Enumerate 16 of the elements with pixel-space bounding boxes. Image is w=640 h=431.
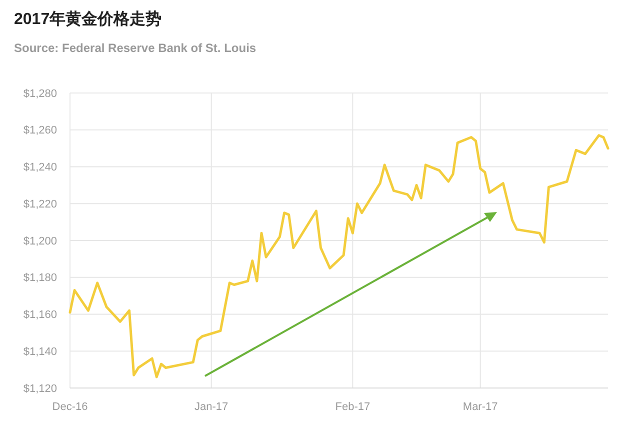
y-tick-label: $1,160 (23, 309, 57, 322)
chart-title: 2017年黄金价格走势 (14, 10, 162, 28)
y-tick-label: $1,220 (23, 198, 57, 210)
y-tick-label: $1,260 (23, 124, 57, 137)
x-tick-label: Dec-16 (52, 401, 88, 413)
y-tick-label: $1,200 (23, 235, 57, 248)
x-tick-label: Mar-17 (462, 401, 498, 413)
y-tick-label: $1,120 (23, 382, 57, 395)
y-tick-label: $1,180 (23, 272, 57, 284)
y-tick-label: $1,280 (23, 88, 57, 100)
line-series (68, 134, 610, 378)
x-tick-label: Jan-17 (194, 401, 228, 413)
y-tick-label: $1,140 (23, 346, 57, 358)
x-tick-label: Feb-17 (335, 401, 370, 413)
y-tick-label: $1,240 (23, 162, 57, 174)
chart-subtitle: Source: Federal Reserve Bank of St. Louis (14, 41, 256, 55)
